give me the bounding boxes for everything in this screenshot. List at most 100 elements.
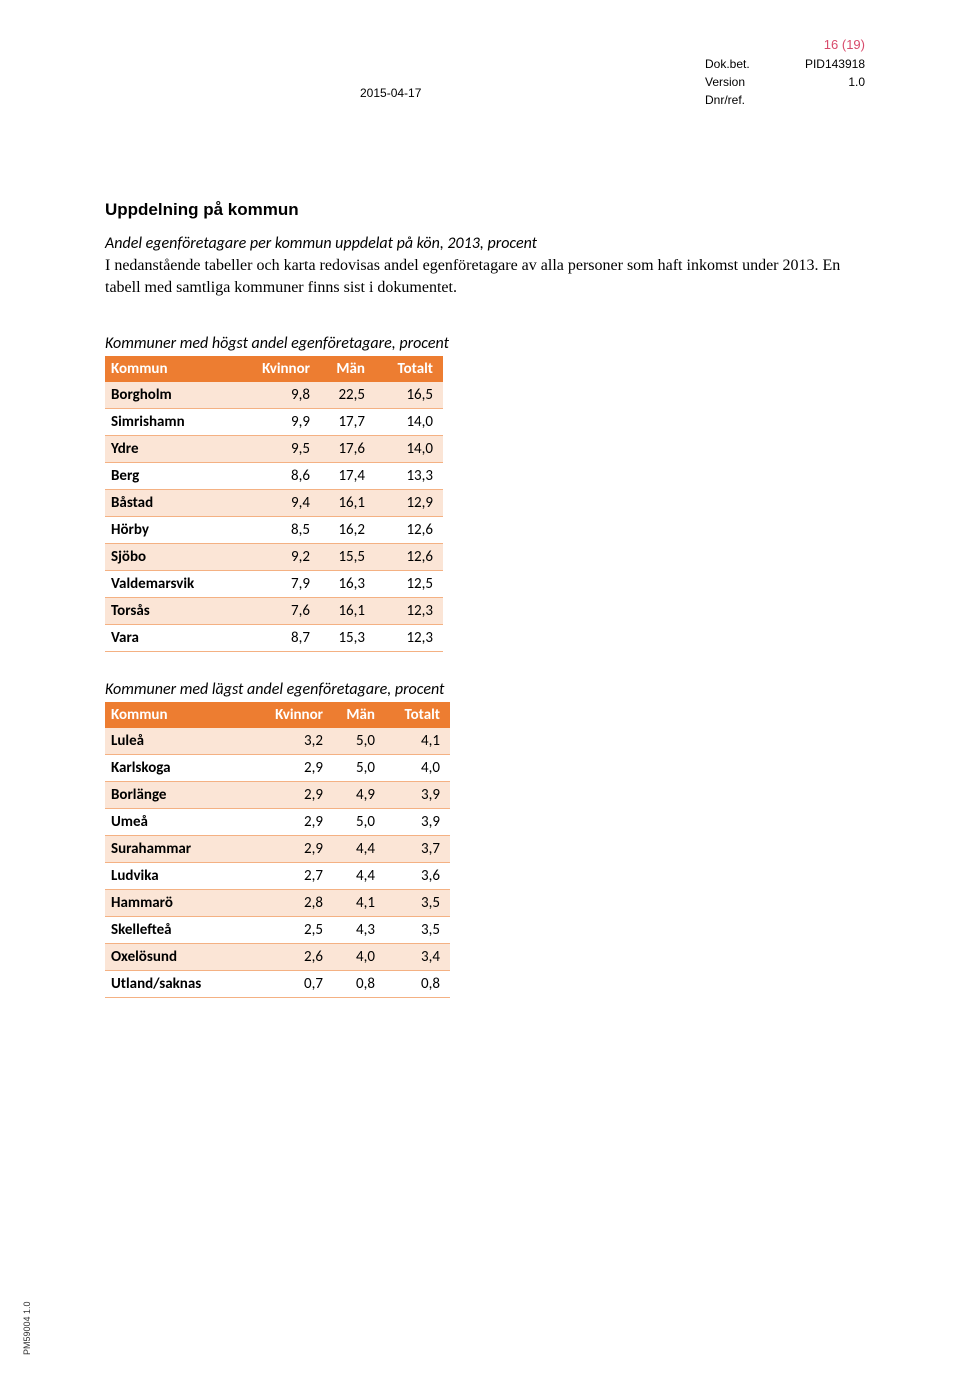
section-subtitle: Andel egenföretagare per kommun uppdelat… <box>105 234 860 253</box>
table-row: Vara8,715,312,3 <box>105 625 443 652</box>
cell-value: 13,3 <box>375 463 443 490</box>
dnr-value <box>785 91 865 109</box>
cell-kommun: Vara <box>105 625 240 652</box>
cell-value: 4,0 <box>385 755 450 782</box>
cell-value: 15,5 <box>320 544 375 571</box>
cell-value: 9,4 <box>240 490 320 517</box>
cell-value: 0,8 <box>385 971 450 998</box>
page-number: 16 (19) <box>705 35 865 55</box>
cell-kommun: Borlänge <box>105 782 253 809</box>
col-man: Män <box>320 356 375 382</box>
cell-value: 3,7 <box>385 836 450 863</box>
table-row: Skellefteå2,54,33,5 <box>105 917 450 944</box>
col-totalt: Totalt <box>375 356 443 382</box>
cell-value: 3,2 <box>253 728 333 755</box>
col-totalt: Totalt <box>385 702 450 728</box>
table-highest: Kommun Kvinnor Män Totalt Borgholm9,822,… <box>105 356 443 652</box>
cell-kommun: Berg <box>105 463 240 490</box>
cell-value: 2,7 <box>253 863 333 890</box>
cell-value: 0,8 <box>333 971 385 998</box>
cell-value: 12,9 <box>375 490 443 517</box>
cell-value: 12,6 <box>375 517 443 544</box>
cell-kommun: Torsås <box>105 598 240 625</box>
table-row: Ydre9,517,614,0 <box>105 436 443 463</box>
cell-value: 16,5 <box>375 382 443 409</box>
cell-value: 4,4 <box>333 863 385 890</box>
cell-kommun: Umeå <box>105 809 253 836</box>
cell-value: 12,3 <box>375 625 443 652</box>
cell-kommun: Hörby <box>105 517 240 544</box>
cell-kommun: Simrishamn <box>105 409 240 436</box>
cell-kommun: Valdemarsvik <box>105 571 240 598</box>
cell-value: 17,6 <box>320 436 375 463</box>
cell-value: 3,6 <box>385 863 450 890</box>
table-row: Oxelösund2,64,03,4 <box>105 944 450 971</box>
table-row: Karlskoga2,95,04,0 <box>105 755 450 782</box>
cell-value: 2,6 <box>253 944 333 971</box>
cell-value: 2,9 <box>253 836 333 863</box>
cell-value: 14,0 <box>375 436 443 463</box>
table-row: Berg8,617,413,3 <box>105 463 443 490</box>
col-man: Män <box>333 702 385 728</box>
cell-value: 5,0 <box>333 755 385 782</box>
cell-kommun: Sjöbo <box>105 544 240 571</box>
section-title: Uppdelning på kommun <box>105 200 860 220</box>
table-row: Sjöbo9,215,512,6 <box>105 544 443 571</box>
table-lowest: Kommun Kvinnor Män Totalt Luleå3,25,04,1… <box>105 702 450 998</box>
cell-value: 8,6 <box>240 463 320 490</box>
cell-kommun: Hammarö <box>105 890 253 917</box>
cell-value: 4,1 <box>385 728 450 755</box>
table-row: Båstad9,416,112,9 <box>105 490 443 517</box>
cell-value: 17,7 <box>320 409 375 436</box>
cell-value: 5,0 <box>333 809 385 836</box>
cell-value: 3,4 <box>385 944 450 971</box>
table-row: Borgholm9,822,516,5 <box>105 382 443 409</box>
cell-kommun: Ydre <box>105 436 240 463</box>
cell-value: 2,5 <box>253 917 333 944</box>
table-row: Surahammar2,94,43,7 <box>105 836 450 863</box>
cell-value: 0,7 <box>253 971 333 998</box>
footer-code: PM59004 1.0 <box>22 1301 32 1355</box>
dok-label: Dok.bet. <box>705 55 785 73</box>
body-paragraph: I nedanstående tabeller och karta redovi… <box>105 255 860 298</box>
cell-value: 9,9 <box>240 409 320 436</box>
cell-value: 7,9 <box>240 571 320 598</box>
table-row: Luleå3,25,04,1 <box>105 728 450 755</box>
document-date: 2015-04-17 <box>360 86 421 100</box>
cell-kommun: Oxelösund <box>105 944 253 971</box>
cell-value: 4,0 <box>333 944 385 971</box>
cell-kommun: Luleå <box>105 728 253 755</box>
dnr-label: Dnr/ref. <box>705 91 785 109</box>
dok-value: PID143918 <box>785 55 865 73</box>
table1-title: Kommuner med högst andel egenföretagare,… <box>105 334 860 353</box>
cell-value: 9,5 <box>240 436 320 463</box>
cell-value: 2,9 <box>253 782 333 809</box>
cell-value: 2,9 <box>253 755 333 782</box>
cell-value: 2,8 <box>253 890 333 917</box>
table-row: Umeå2,95,03,9 <box>105 809 450 836</box>
cell-value: 3,5 <box>385 917 450 944</box>
cell-value: 3,9 <box>385 809 450 836</box>
cell-value: 8,7 <box>240 625 320 652</box>
cell-value: 16,2 <box>320 517 375 544</box>
cell-value: 7,6 <box>240 598 320 625</box>
cell-value: 4,9 <box>333 782 385 809</box>
table-row: Ludvika2,74,43,6 <box>105 863 450 890</box>
cell-value: 17,4 <box>320 463 375 490</box>
table-row: Borlänge2,94,93,9 <box>105 782 450 809</box>
cell-value: 4,3 <box>333 917 385 944</box>
cell-value: 16,3 <box>320 571 375 598</box>
col-kommun: Kommun <box>105 356 240 382</box>
table-header-row: Kommun Kvinnor Män Totalt <box>105 702 450 728</box>
cell-value: 16,1 <box>320 490 375 517</box>
content-area: Uppdelning på kommun Andel egenföretagar… <box>105 200 860 998</box>
table-row: Valdemarsvik7,916,312,5 <box>105 571 443 598</box>
cell-value: 9,2 <box>240 544 320 571</box>
table-row: Simrishamn9,917,714,0 <box>105 409 443 436</box>
cell-value: 12,3 <box>375 598 443 625</box>
version-label: Version <box>705 73 785 91</box>
version-value: 1.0 <box>785 73 865 91</box>
cell-kommun: Skellefteå <box>105 917 253 944</box>
cell-value: 16,1 <box>320 598 375 625</box>
cell-kommun: Karlskoga <box>105 755 253 782</box>
